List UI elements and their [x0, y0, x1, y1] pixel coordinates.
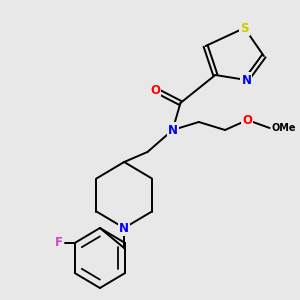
Text: N: N — [168, 124, 178, 136]
Text: N: N — [119, 221, 129, 235]
Text: OMe: OMe — [272, 123, 296, 133]
Text: S: S — [240, 22, 249, 34]
Text: N: N — [242, 74, 251, 86]
Text: F: F — [55, 236, 63, 250]
Text: O: O — [150, 85, 160, 98]
Text: O: O — [242, 113, 252, 127]
